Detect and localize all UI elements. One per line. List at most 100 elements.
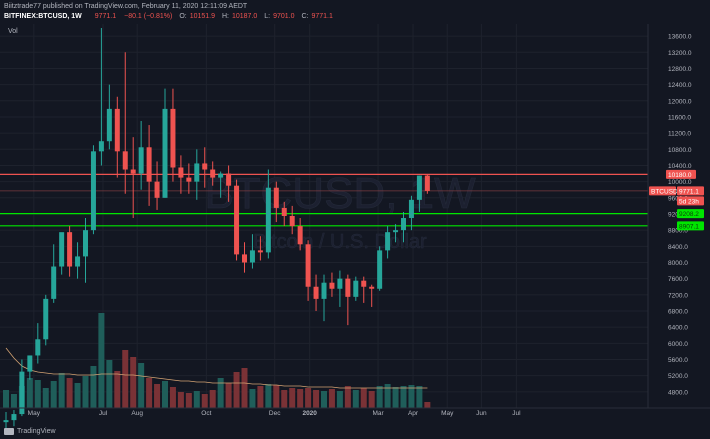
publisher-text: Biitztrade77 published on TradingView.co… xyxy=(4,3,248,10)
candle-body xyxy=(83,230,88,257)
level-price-tag: 9208.2 xyxy=(679,211,699,218)
candle-body xyxy=(106,108,112,142)
volume-bar xyxy=(416,386,423,408)
price-tick-label: 12400.0 xyxy=(668,82,692,89)
candle-body xyxy=(170,108,176,168)
volume-bar xyxy=(3,390,9,408)
time-tick-label: Aug xyxy=(131,410,143,417)
price-tick-label: 13200.0 xyxy=(668,50,692,57)
candle-body xyxy=(313,286,319,299)
volume-bar xyxy=(313,390,320,408)
candle-body xyxy=(210,169,216,178)
open-label: O: xyxy=(179,13,187,20)
volume-bar xyxy=(241,368,248,408)
volume-bar xyxy=(154,384,161,408)
time-tick-label: Mar xyxy=(372,410,384,417)
volume-bar xyxy=(328,389,335,408)
volume-bar xyxy=(424,402,431,408)
volume-bar xyxy=(384,384,391,408)
candle-body xyxy=(35,339,41,356)
high-label: H: xyxy=(221,13,229,20)
volume-bar xyxy=(185,393,192,408)
candle-body xyxy=(11,414,17,421)
price-tick-label: 12800.0 xyxy=(668,66,692,73)
candle-body xyxy=(345,278,351,297)
price-tick-label: 7200.0 xyxy=(668,292,688,299)
candle-body xyxy=(385,232,391,251)
price-tick-label: 10000.0 xyxy=(668,179,692,186)
symbol-watermark: BTCUSD, 1W Bitcoin / U.S. Dollar xyxy=(204,169,476,254)
candle-body xyxy=(393,230,399,233)
candle-body xyxy=(321,282,327,299)
volume-bar xyxy=(233,372,240,408)
candle-body xyxy=(218,173,224,178)
volume-bar xyxy=(352,390,359,408)
volume-bar xyxy=(34,380,41,408)
volume-bar xyxy=(98,313,105,408)
candle-body xyxy=(273,187,279,208)
volume-bar xyxy=(193,391,200,408)
level-price-tag: 10180.0 xyxy=(668,172,692,179)
last-price-tag-bg xyxy=(677,186,704,196)
high-value: 10187.0 xyxy=(231,13,258,20)
candle-body xyxy=(3,420,9,423)
tradingview-logo[interactable]: TradingView xyxy=(4,428,56,435)
price-tick-label: 5200.0 xyxy=(668,373,688,380)
volume-bar xyxy=(360,388,367,408)
volume-bar xyxy=(177,392,184,408)
watermark-subtitle: Bitcoin / U.S. Dollar xyxy=(253,231,427,253)
time-tick-label: Dec xyxy=(269,410,281,417)
candlesticks[interactable] xyxy=(3,28,430,431)
time-tick-label: 2020 xyxy=(302,410,317,417)
candle-body xyxy=(265,187,271,253)
time-tick-label: May xyxy=(28,410,41,417)
candle-body xyxy=(75,256,81,267)
candle-body xyxy=(377,250,383,289)
volume-bar xyxy=(209,390,216,408)
price-tick-label: 6000.0 xyxy=(668,341,688,348)
volume-bar xyxy=(66,378,73,408)
candle-body xyxy=(122,151,128,170)
candle-body xyxy=(281,207,287,216)
price-tags: 10180.0 BTCUSD 9771.1 5d 23h 9208.2 8907.1 xyxy=(649,169,704,231)
candle-body xyxy=(51,266,57,299)
level-price-tag-bg xyxy=(666,169,696,179)
candle-body xyxy=(154,181,160,198)
volume-bar xyxy=(42,388,49,408)
horizontal-levels[interactable] xyxy=(0,173,648,227)
candle-body xyxy=(257,250,263,253)
symbol-tag-bg xyxy=(649,186,676,196)
level-price-tag-bg xyxy=(677,221,704,231)
chart-header: Biitztrade77 published on TradingView.co… xyxy=(0,0,710,24)
close-value: 9771.1 xyxy=(311,13,333,20)
volume-bar xyxy=(305,388,312,408)
level-price-tag-bg xyxy=(677,209,704,219)
volume-bar xyxy=(273,385,280,408)
volume-bar xyxy=(10,394,17,408)
volume-bar xyxy=(400,386,407,408)
volume-bar xyxy=(257,386,264,408)
tradingview-logo-icon xyxy=(4,428,14,435)
candle-body xyxy=(162,108,168,198)
open-value: 10151.9 xyxy=(189,13,216,20)
low-label: L: xyxy=(264,13,271,20)
candle-body xyxy=(353,280,359,297)
volume-label: Vol xyxy=(8,28,18,35)
volume-bar xyxy=(201,394,208,408)
volume-bar xyxy=(82,376,89,408)
symbol-name[interactable]: BITFINEX:BTCUSD, 1W xyxy=(4,13,82,20)
price-tick-label: 8000.0 xyxy=(668,260,688,267)
volume-bar xyxy=(249,389,256,408)
publisher-line: Biitztrade77 published on TradingView.co… xyxy=(4,3,247,10)
volume-bar xyxy=(58,373,65,408)
time-tick-label: Apr xyxy=(408,410,419,417)
candle-body xyxy=(146,147,152,182)
price-tick-label: 4800.0 xyxy=(668,389,688,396)
watermark-title: BTCUSD, 1W xyxy=(204,169,476,218)
price-tick-label: 6800.0 xyxy=(668,308,688,315)
low-value: 9701.0 xyxy=(273,13,295,20)
close-label: C: xyxy=(301,13,309,20)
candle-body xyxy=(186,177,192,182)
